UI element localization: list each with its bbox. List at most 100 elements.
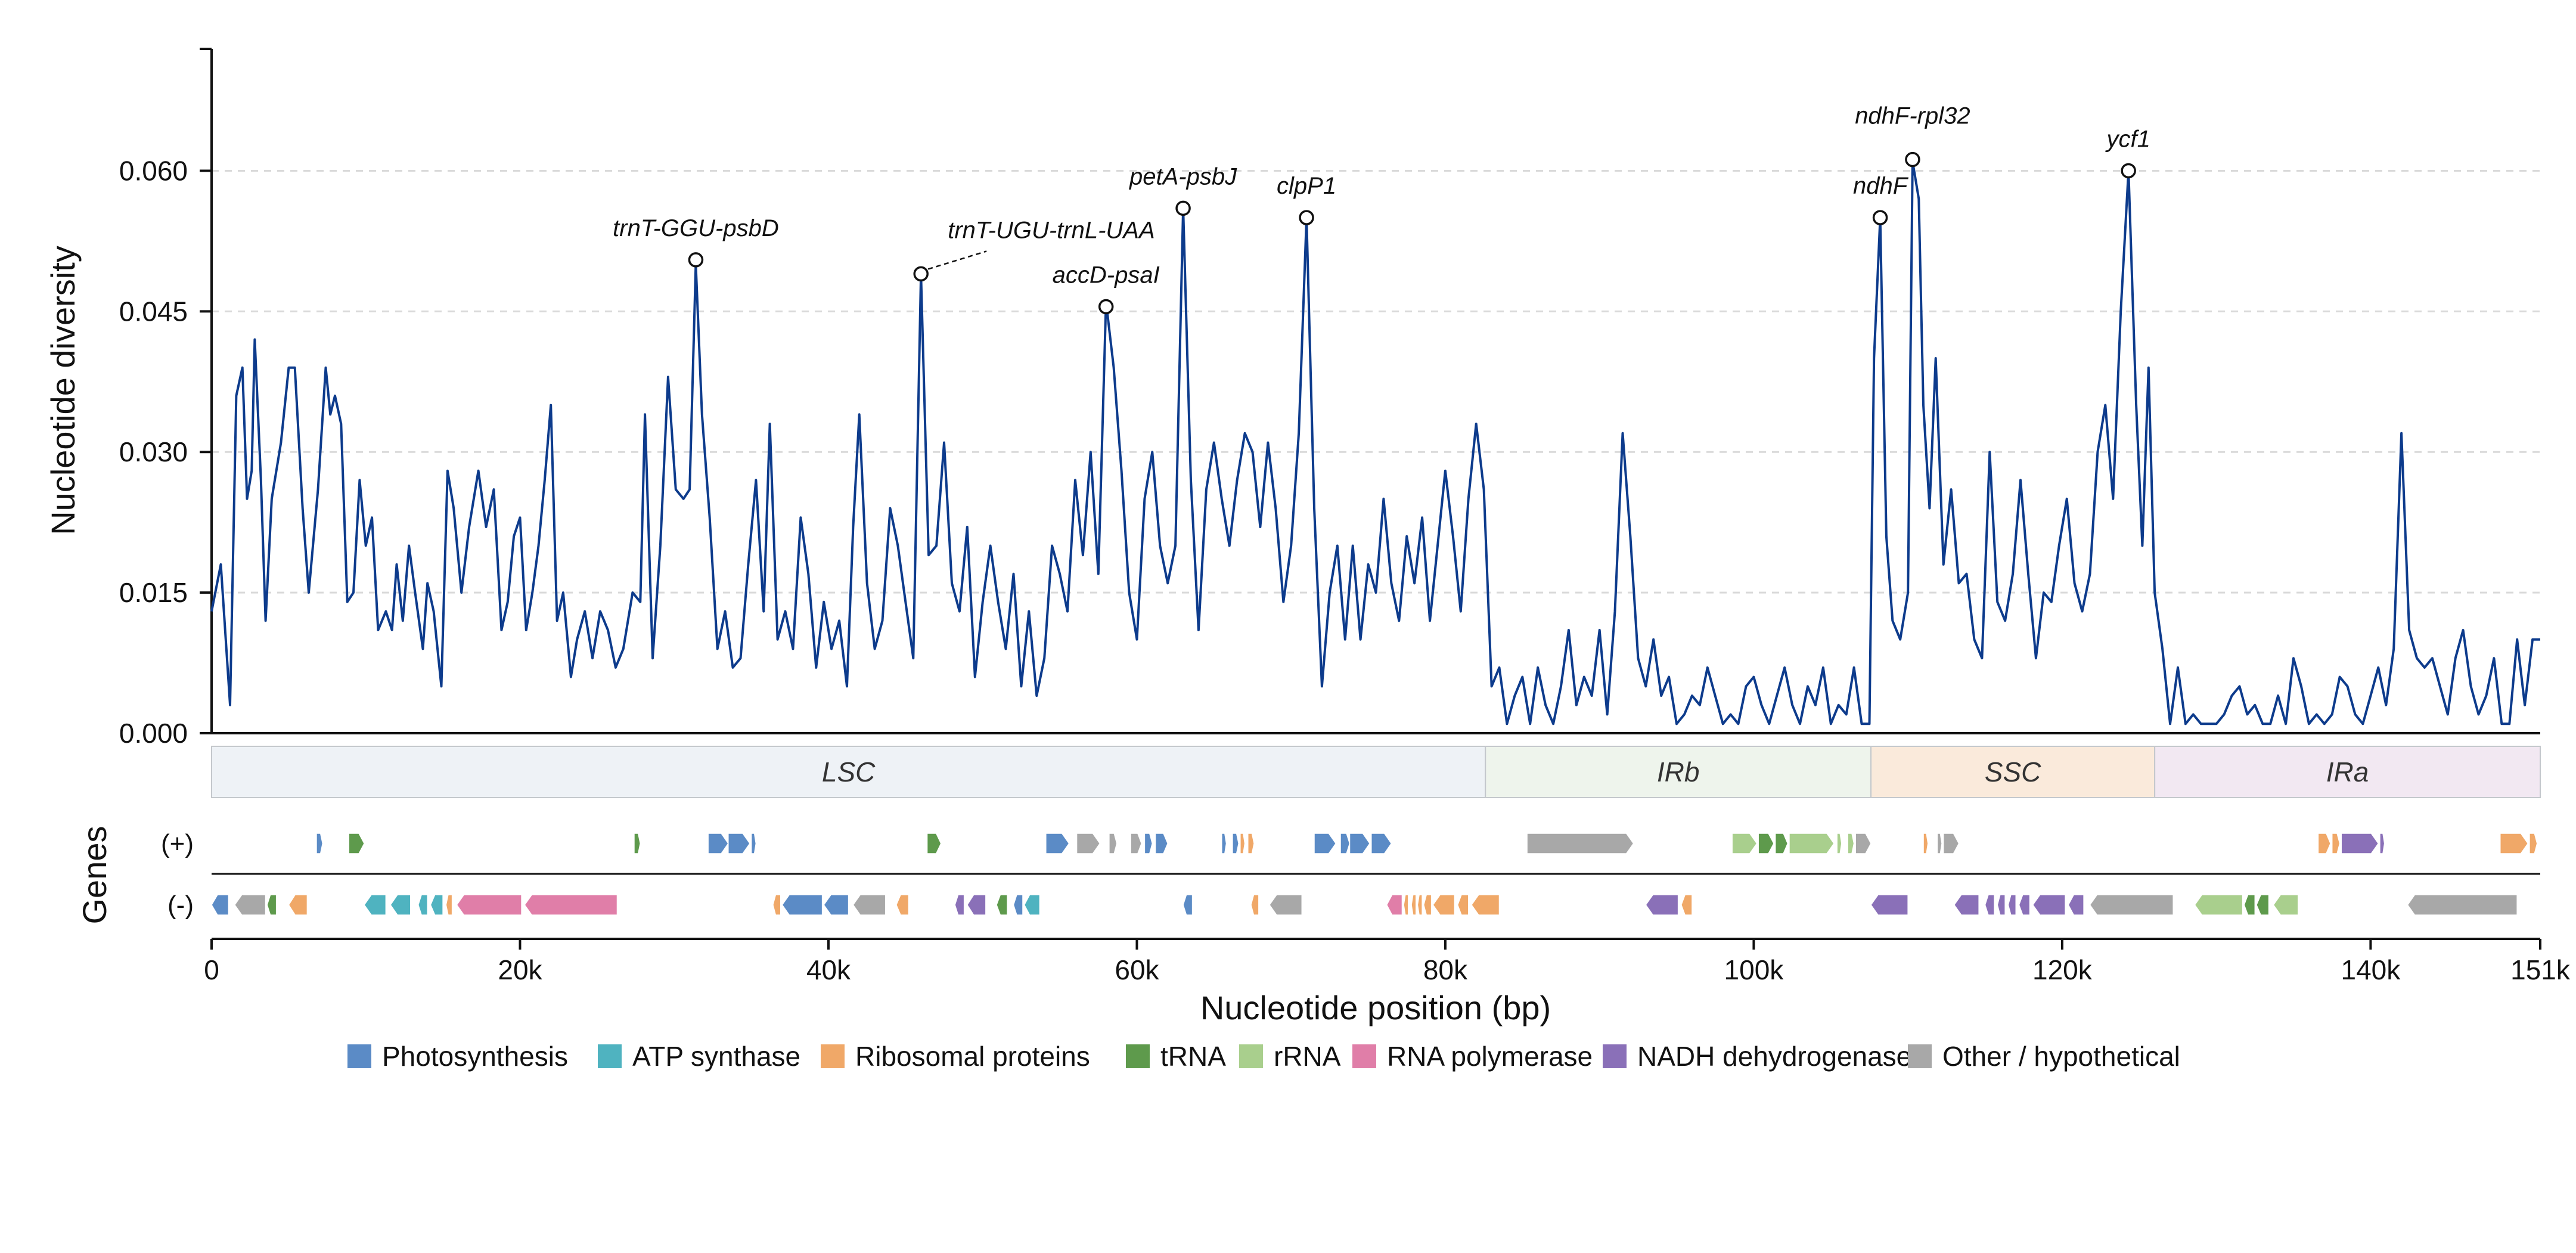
x-tick-label: 80k — [1423, 954, 1468, 985]
diversity-line — [210, 160, 2540, 725]
gene-arrow — [1269, 894, 1303, 916]
legend-label: rRNA — [1274, 1041, 1341, 1072]
gene-arrow — [1247, 833, 1255, 854]
gene-arrow — [2007, 894, 2017, 916]
gene-arrow — [895, 894, 910, 916]
gene-arrow — [2529, 833, 2538, 854]
legend-swatch — [1908, 1044, 1932, 1068]
gene-arrow — [2331, 833, 2341, 854]
gene-arrow — [2243, 894, 2256, 916]
gene-arrow — [390, 894, 411, 916]
gene-arrow — [996, 894, 1008, 916]
gene-arrow — [2032, 894, 2066, 916]
gene-arrow — [1045, 833, 1070, 854]
x-tick-label: 20k — [498, 954, 542, 985]
gene-arrow — [1386, 894, 1403, 916]
peak-marker — [1098, 299, 1114, 315]
gene-arrow — [2068, 894, 2084, 916]
gene-arrow — [1923, 833, 1929, 854]
x-tick-label: 40k — [806, 954, 851, 985]
legend-swatch — [347, 1044, 371, 1068]
gene-arrow — [926, 833, 942, 854]
legend: Photosynthesis ATP synthase Ribosomal prot… — [347, 1041, 2180, 1072]
gene-arrow — [1154, 833, 1169, 854]
gene-arrow — [430, 894, 443, 916]
peak-label: ndhF — [1853, 173, 1909, 199]
gene-arrow — [1471, 894, 1500, 916]
legend-label: Ribosomal proteins — [855, 1041, 1090, 1072]
y-gridlines — [212, 169, 2540, 594]
gene-arrow — [750, 833, 757, 854]
gene-arrow — [524, 894, 618, 916]
gene-arrow — [2499, 833, 2529, 854]
gene-arrow — [2089, 894, 2174, 916]
gene-arrow — [1847, 833, 1855, 854]
gene-arrow — [316, 833, 324, 854]
gene-arrow — [1432, 894, 1455, 916]
peak-marker — [1905, 151, 1920, 168]
gene-arrow — [2194, 894, 2243, 916]
gene-arrow — [2341, 833, 2379, 854]
gene-arrow — [1758, 833, 1774, 854]
gene-arrow — [1870, 894, 1908, 916]
gene-arrow — [234, 894, 266, 916]
gene-arrow — [852, 894, 886, 916]
gene-arrow — [2317, 833, 2331, 854]
gene-arrow — [966, 894, 986, 916]
gene-arrow — [1240, 833, 1246, 854]
peak-marker — [2121, 163, 2136, 179]
legend-label: tRNA — [1160, 1041, 1226, 1072]
strand-label-plus: (+) — [161, 829, 194, 858]
gene-arrow — [1314, 833, 1337, 854]
gene-arrow — [1942, 833, 1960, 854]
peak-leader-line — [927, 250, 987, 270]
gene-arrow — [1997, 894, 2006, 916]
y-tick-label: 0.000 — [119, 718, 188, 749]
y-tick-label: 0.030 — [119, 436, 188, 467]
peak-label: clpP1 — [1277, 173, 1336, 199]
gene-arrow — [2256, 894, 2270, 916]
gene-arrow — [1076, 833, 1101, 854]
gene-arrow — [445, 894, 453, 916]
peak-marker — [1175, 200, 1191, 216]
strand-label-minus: (-) — [167, 891, 194, 920]
gene-arrow — [1403, 894, 1409, 916]
gene-arrow — [1130, 833, 1143, 854]
gene-arrow — [1417, 894, 1423, 916]
gene-arrow — [1855, 833, 1872, 854]
gene-arrow — [1423, 894, 1432, 916]
region-ira — [2154, 746, 2541, 798]
region-label: LSC — [822, 756, 876, 787]
gene-arrow — [1250, 894, 1259, 916]
legend-swatch — [821, 1044, 845, 1068]
region-label: SSC — [1985, 756, 2041, 787]
legend-swatch — [1352, 1044, 1376, 1068]
gene-arrow — [417, 894, 428, 916]
gene-arrow — [1013, 894, 1023, 916]
region-lsc — [211, 746, 1486, 798]
region-ssc — [1870, 746, 2156, 798]
region-irb — [1485, 746, 1872, 798]
gene-arrow — [1109, 833, 1118, 854]
peak-label: ycf1 — [2105, 126, 2150, 152]
legend-swatch — [598, 1044, 622, 1068]
gene-arrow — [1340, 833, 1351, 854]
gene-arrow — [2273, 894, 2299, 916]
gene-arrow — [2379, 833, 2385, 854]
peak-annotations: trnT-GGU-psbD trnT-UGU-trnL-UAA accD-psaI p… — [613, 103, 2150, 315]
gene-arrow — [1232, 833, 1239, 854]
legend-swatch — [1603, 1044, 1627, 1068]
region-label: IRb — [1657, 756, 1700, 787]
gene-arrow — [348, 833, 365, 854]
x-tick-label: 120k — [2032, 954, 2093, 985]
gene-arrow — [1953, 894, 1979, 916]
peak-label: trnT-GGU-psbD — [613, 215, 779, 241]
peak-marker — [1299, 210, 1314, 225]
gene-arrow — [1936, 833, 1942, 854]
x-axis-ticks: 0 20k 40k 60k 80k 100k 120k 140k 151k — [204, 938, 2571, 985]
gene-arrow — [1144, 833, 1153, 854]
peak-marker — [688, 252, 704, 268]
y-tick-label: 0.060 — [119, 155, 188, 186]
gene-arrow — [1183, 894, 1193, 916]
legend-label: RNA polymerase — [1387, 1041, 1593, 1072]
